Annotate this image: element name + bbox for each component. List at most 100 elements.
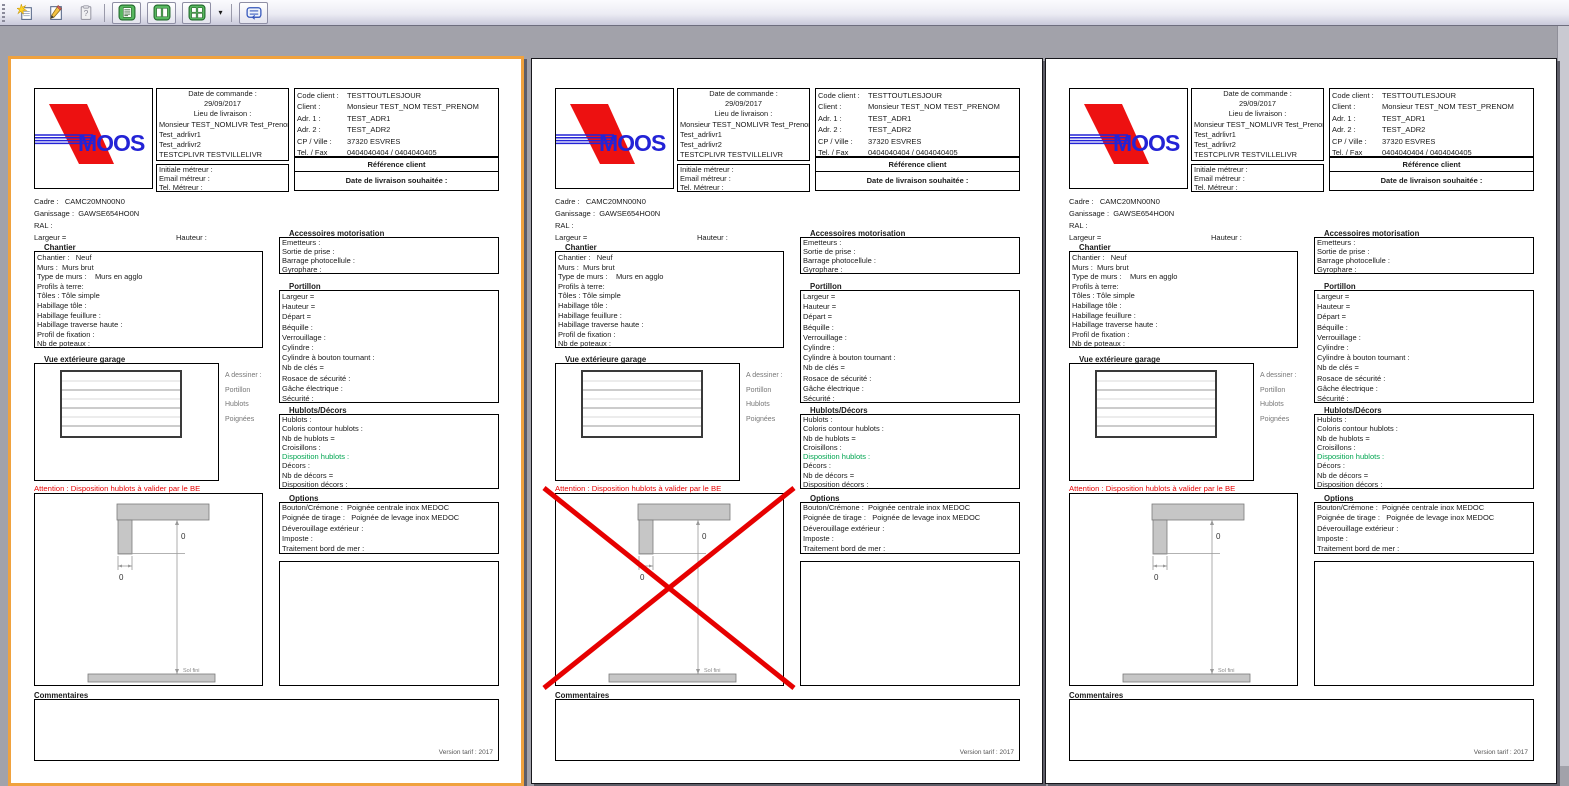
field-line: Coloris contour hublots : — [1317, 424, 1398, 434]
field-line: Test_adrlivr1 — [680, 129, 722, 139]
options-section-title: Options — [1324, 494, 1354, 503]
hublots-section-title: Hublots/Décors — [1324, 406, 1382, 415]
cadre-field: Cadre : CAMC20MN00N0 — [555, 197, 646, 206]
client-info-row: Tel. / Fax 0404040404 / 0404040405 — [1330, 147, 1533, 156]
field-line: Rosace de sécurité : — [282, 373, 351, 383]
client-info-row: Adr. 1 : TEST_ADR1 — [1330, 113, 1533, 124]
client-info-row: Adr. 2 : TEST_ADR2 — [295, 124, 498, 135]
field-line: Poignée de tirage : Poignée de levage in… — [282, 513, 460, 523]
client-info-row: Tel. / Fax 0404040404 / 0404040405 — [295, 147, 498, 157]
lintel-bar — [116, 503, 210, 521]
field-line: Test_adrlivr2 — [159, 140, 201, 150]
floor-bar — [87, 673, 216, 683]
field-line: Habillage feuillure : — [37, 310, 101, 320]
accessoires-section-title: Accessoires motorisation — [810, 229, 906, 238]
toolbar-separator — [104, 3, 105, 22]
cadre-field: Cadre : CAMC20MN00N0 — [1069, 197, 1160, 206]
row-value: TEST_ADR1 — [347, 113, 391, 123]
field-line: Décors : — [282, 461, 310, 471]
field-line: Emetteurs : — [803, 238, 842, 247]
field-line: Béquille : — [1317, 322, 1348, 332]
field-line: Hauteur = — [1317, 302, 1351, 312]
multi-page-view-button[interactable] — [182, 1, 211, 24]
options-box: Bouton/Crémone : Poignée centrale inox M… — [1314, 502, 1534, 554]
row-value: TEST_ADR2 — [347, 125, 391, 135]
notes-empty-box — [1314, 561, 1534, 686]
field-line: A dessiner : — [225, 372, 262, 379]
field-line: Barrage photocellule : — [282, 256, 355, 265]
field-line: Nb de clés = — [803, 363, 845, 373]
field-line: Gâche électrique : — [1317, 383, 1378, 393]
field-line: Type de murs : Murs en agglo — [37, 272, 143, 282]
workspace-right-gutter — [1557, 26, 1569, 766]
comments-section-title: Commentaires — [34, 691, 89, 700]
floor-label: Sol fini — [1218, 668, 1235, 674]
notes-empty-box — [800, 561, 1020, 686]
field-line: Traitement bord de mer : — [1317, 544, 1400, 554]
field-line: Béquille : — [282, 322, 313, 332]
portillon-box: Largeur = Hauteur = Départ = Béquille : Verr… — [1314, 290, 1534, 403]
field-line: Lieu de livraison : — [1228, 109, 1287, 119]
reference-client-label: Référence client — [295, 158, 498, 172]
field-line: Lieu de livraison : — [193, 109, 252, 119]
client-info-box: Code client : TESTTOUTLESJOUR Client : Mons… — [1329, 88, 1534, 157]
one-page-view-button[interactable] — [112, 1, 141, 24]
accessoires-section-title: Accessoires motorisation — [1324, 229, 1420, 238]
logo-blue-stripes — [35, 134, 93, 145]
field-line: Initiale métreur : — [159, 165, 213, 174]
new-document-button[interactable] — [13, 2, 37, 24]
document-page-3[interactable]: MOOS Date de commande :29/09/2017 Lieu de… — [1045, 58, 1557, 784]
field-line: Hublots : — [1317, 415, 1347, 424]
field-line: Déverouillage extérieur : — [1317, 523, 1399, 533]
delivery-date-label: Date de livraison souhaitée : — [866, 176, 969, 185]
largeur-field: Largeur = — [34, 233, 67, 242]
view-options-dropdown-button[interactable]: ▾ — [214, 2, 227, 24]
client-info-row: Adr. 1 : TEST_ADR1 — [295, 113, 498, 124]
row-value: TEST_ADR1 — [868, 113, 912, 123]
field-line: Cylindre : — [282, 343, 314, 353]
accessoires-box: Emetteurs : Sortie de prise : Barrage phot… — [800, 237, 1020, 274]
help-button[interactable]: ? — [73, 2, 97, 24]
two-page-view-button[interactable] — [147, 1, 176, 24]
field-line: Profil de fixation : — [1072, 329, 1130, 339]
field-line: Verrouillage : — [282, 332, 326, 342]
field-line: Email métreur : — [159, 174, 210, 184]
chantier-section-title: Chantier — [565, 243, 597, 252]
preview-workspace: MOOS Date de commande :29/09/2017 Lieu de… — [0, 26, 1569, 786]
field-line: Test_adrlivr1 — [1194, 129, 1236, 139]
garage-door-drawing — [581, 370, 703, 438]
field-line: Emetteurs : — [282, 238, 321, 247]
document-page-1[interactable]: MOOS Date de commande :29/09/2017 Lieu de… — [8, 56, 524, 786]
row-value: TESTTOUTLESJOUR — [347, 91, 422, 100]
field-line: Croisillons : — [1317, 442, 1356, 452]
company-logo: MOOS — [555, 88, 674, 189]
metreur-box: Initiale métreur : Email métreur : Tel. Mé… — [1191, 164, 1324, 192]
reference-client-label: Référence client — [1330, 158, 1533, 172]
print-export-button[interactable] — [239, 1, 268, 24]
edit-button[interactable] — [43, 2, 67, 24]
view-options-dropdown-icon: ▾ — [218, 8, 223, 17]
field-line: Gyrophare : — [282, 265, 322, 274]
portillon-section-title: Portillon — [1324, 282, 1356, 291]
vertical-dimension-value: 0 — [1216, 532, 1221, 541]
field-line: TESTCPLIVR TESTVILLELIVR — [680, 150, 783, 160]
field-line: Type de murs : Murs en agglo — [1072, 272, 1178, 282]
field-line: Habillage traverse haute : — [558, 320, 644, 330]
document-page-2[interactable]: MOOS Date de commande :29/09/2017 Lieu de… — [531, 58, 1043, 784]
cadre-field: Cadre : CAMC20MN00N0 — [34, 197, 125, 206]
vertical-dimension-value: 0 — [702, 532, 707, 541]
field-line: Tel. Métreur : — [680, 183, 724, 192]
field-line: Coloris contour hublots : — [803, 424, 884, 434]
field-line: Largeur = — [1317, 292, 1350, 301]
field-line: Sortie de prise : — [803, 247, 856, 256]
field-line: Lieu de livraison : — [714, 109, 773, 119]
lintel-drawing-box: 0 0 Sol fini — [34, 493, 263, 686]
toolbar-grip[interactable] — [2, 3, 5, 22]
hauteur-field: Hauteur : — [697, 233, 728, 242]
row-label: Tel. / Fax — [297, 148, 328, 157]
client-info-row: Code client : TESTTOUTLESJOUR — [1330, 90, 1533, 101]
largeur-field: Largeur = — [1069, 233, 1102, 242]
hublots-section-title: Hublots/Décors — [289, 406, 347, 415]
field-line: A dessiner : — [746, 372, 783, 379]
field-line: Tel. Métreur : — [159, 183, 203, 192]
